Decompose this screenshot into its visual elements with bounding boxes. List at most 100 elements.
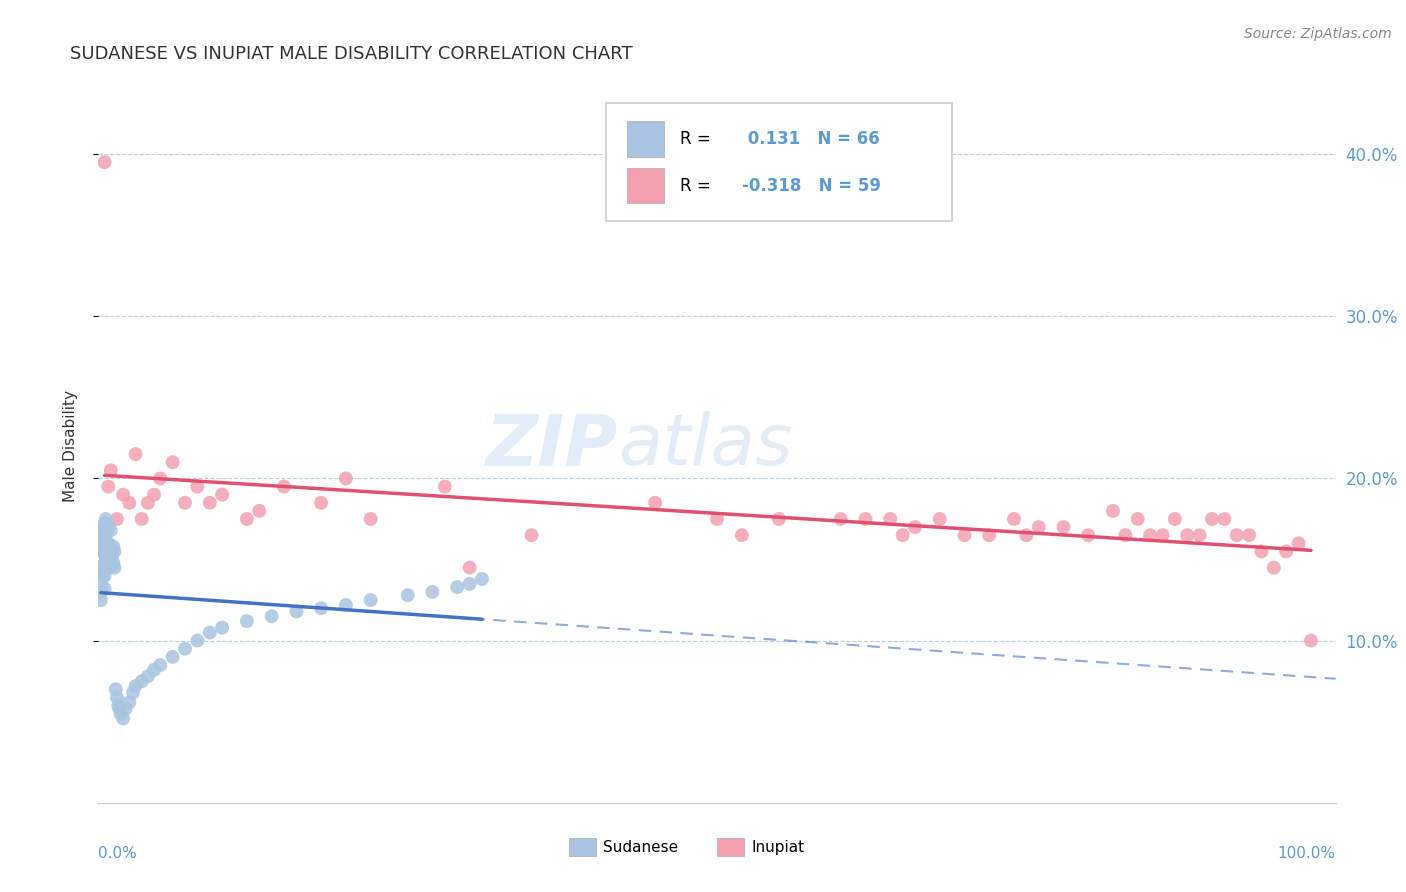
Point bbox=[174, 496, 197, 510]
Point bbox=[186, 479, 208, 493]
Point bbox=[103, 544, 125, 558]
Point bbox=[93, 528, 115, 542]
Point bbox=[94, 552, 117, 566]
Point bbox=[118, 695, 141, 709]
Point bbox=[112, 711, 135, 725]
Point bbox=[335, 598, 357, 612]
Point bbox=[1152, 528, 1174, 542]
Point bbox=[433, 479, 456, 493]
Point bbox=[360, 512, 382, 526]
Point bbox=[186, 633, 208, 648]
Point bbox=[273, 479, 295, 493]
Point bbox=[122, 685, 145, 699]
Point bbox=[1139, 528, 1161, 542]
Point bbox=[94, 512, 117, 526]
Point bbox=[96, 556, 118, 570]
Text: 100.0%: 100.0% bbox=[1278, 846, 1336, 861]
Point bbox=[107, 698, 129, 713]
Point bbox=[285, 604, 308, 618]
Point bbox=[247, 504, 270, 518]
Bar bbox=[717, 838, 744, 856]
Point bbox=[198, 496, 221, 510]
Point bbox=[309, 496, 332, 510]
Point bbox=[891, 528, 914, 542]
Point bbox=[422, 585, 444, 599]
Point bbox=[124, 679, 146, 693]
Point bbox=[1102, 504, 1125, 518]
Point bbox=[1077, 528, 1099, 542]
Point bbox=[1164, 512, 1187, 526]
Text: Source: ZipAtlas.com: Source: ZipAtlas.com bbox=[1244, 27, 1392, 41]
Text: R =: R = bbox=[681, 130, 716, 148]
Point bbox=[93, 582, 115, 596]
Point bbox=[114, 702, 136, 716]
Text: -0.318   N = 59: -0.318 N = 59 bbox=[742, 177, 880, 194]
Point bbox=[103, 556, 125, 570]
Point bbox=[1275, 544, 1298, 558]
Y-axis label: Male Disability: Male Disability bbox=[63, 390, 77, 502]
Point bbox=[309, 601, 332, 615]
Point bbox=[104, 682, 127, 697]
Point bbox=[93, 524, 115, 538]
Point bbox=[105, 512, 128, 526]
Point bbox=[91, 560, 114, 574]
Text: atlas: atlas bbox=[619, 411, 793, 481]
Point bbox=[90, 593, 112, 607]
Point bbox=[90, 520, 112, 534]
Point bbox=[1052, 520, 1074, 534]
Point bbox=[96, 540, 118, 554]
Point bbox=[1299, 633, 1322, 648]
Point bbox=[446, 580, 468, 594]
Point bbox=[1226, 528, 1249, 542]
Point bbox=[91, 572, 114, 586]
Point bbox=[830, 512, 852, 526]
Point bbox=[879, 512, 901, 526]
Point bbox=[93, 155, 115, 169]
Point bbox=[100, 524, 122, 538]
Point bbox=[93, 566, 115, 580]
Point bbox=[143, 663, 166, 677]
Point bbox=[98, 544, 121, 558]
Point bbox=[706, 512, 728, 526]
Point bbox=[110, 706, 132, 721]
Point bbox=[855, 512, 877, 526]
Point bbox=[94, 533, 117, 547]
Point bbox=[360, 593, 382, 607]
Point bbox=[904, 520, 927, 534]
Point bbox=[93, 516, 115, 531]
Bar bbox=[627, 168, 664, 203]
Bar bbox=[627, 121, 664, 157]
Point bbox=[90, 536, 112, 550]
Point bbox=[101, 549, 124, 564]
Point bbox=[1263, 560, 1285, 574]
Point bbox=[236, 614, 259, 628]
Point bbox=[1201, 512, 1223, 526]
Point bbox=[90, 544, 112, 558]
Point bbox=[520, 528, 543, 542]
Point bbox=[105, 690, 128, 705]
Point bbox=[149, 471, 172, 485]
Point bbox=[768, 512, 790, 526]
Text: Inupiat: Inupiat bbox=[752, 839, 804, 855]
Point bbox=[103, 540, 125, 554]
Text: 0.0%: 0.0% bbox=[98, 846, 138, 861]
Text: SUDANESE VS INUPIAT MALE DISABILITY CORRELATION CHART: SUDANESE VS INUPIAT MALE DISABILITY CORR… bbox=[70, 45, 633, 62]
Point bbox=[103, 560, 125, 574]
Point bbox=[1288, 536, 1310, 550]
Point bbox=[1213, 512, 1236, 526]
Point bbox=[162, 455, 184, 469]
Text: ZIP: ZIP bbox=[486, 411, 619, 481]
Point bbox=[136, 669, 159, 683]
Point bbox=[458, 560, 481, 574]
Text: Sudanese: Sudanese bbox=[603, 839, 678, 855]
Point bbox=[97, 479, 120, 493]
Point bbox=[928, 512, 950, 526]
Point bbox=[1126, 512, 1149, 526]
Point bbox=[1002, 512, 1025, 526]
Point bbox=[198, 625, 221, 640]
Point bbox=[93, 568, 115, 582]
Point bbox=[96, 524, 118, 538]
Point bbox=[118, 496, 141, 510]
Point bbox=[731, 528, 754, 542]
Point bbox=[211, 621, 233, 635]
